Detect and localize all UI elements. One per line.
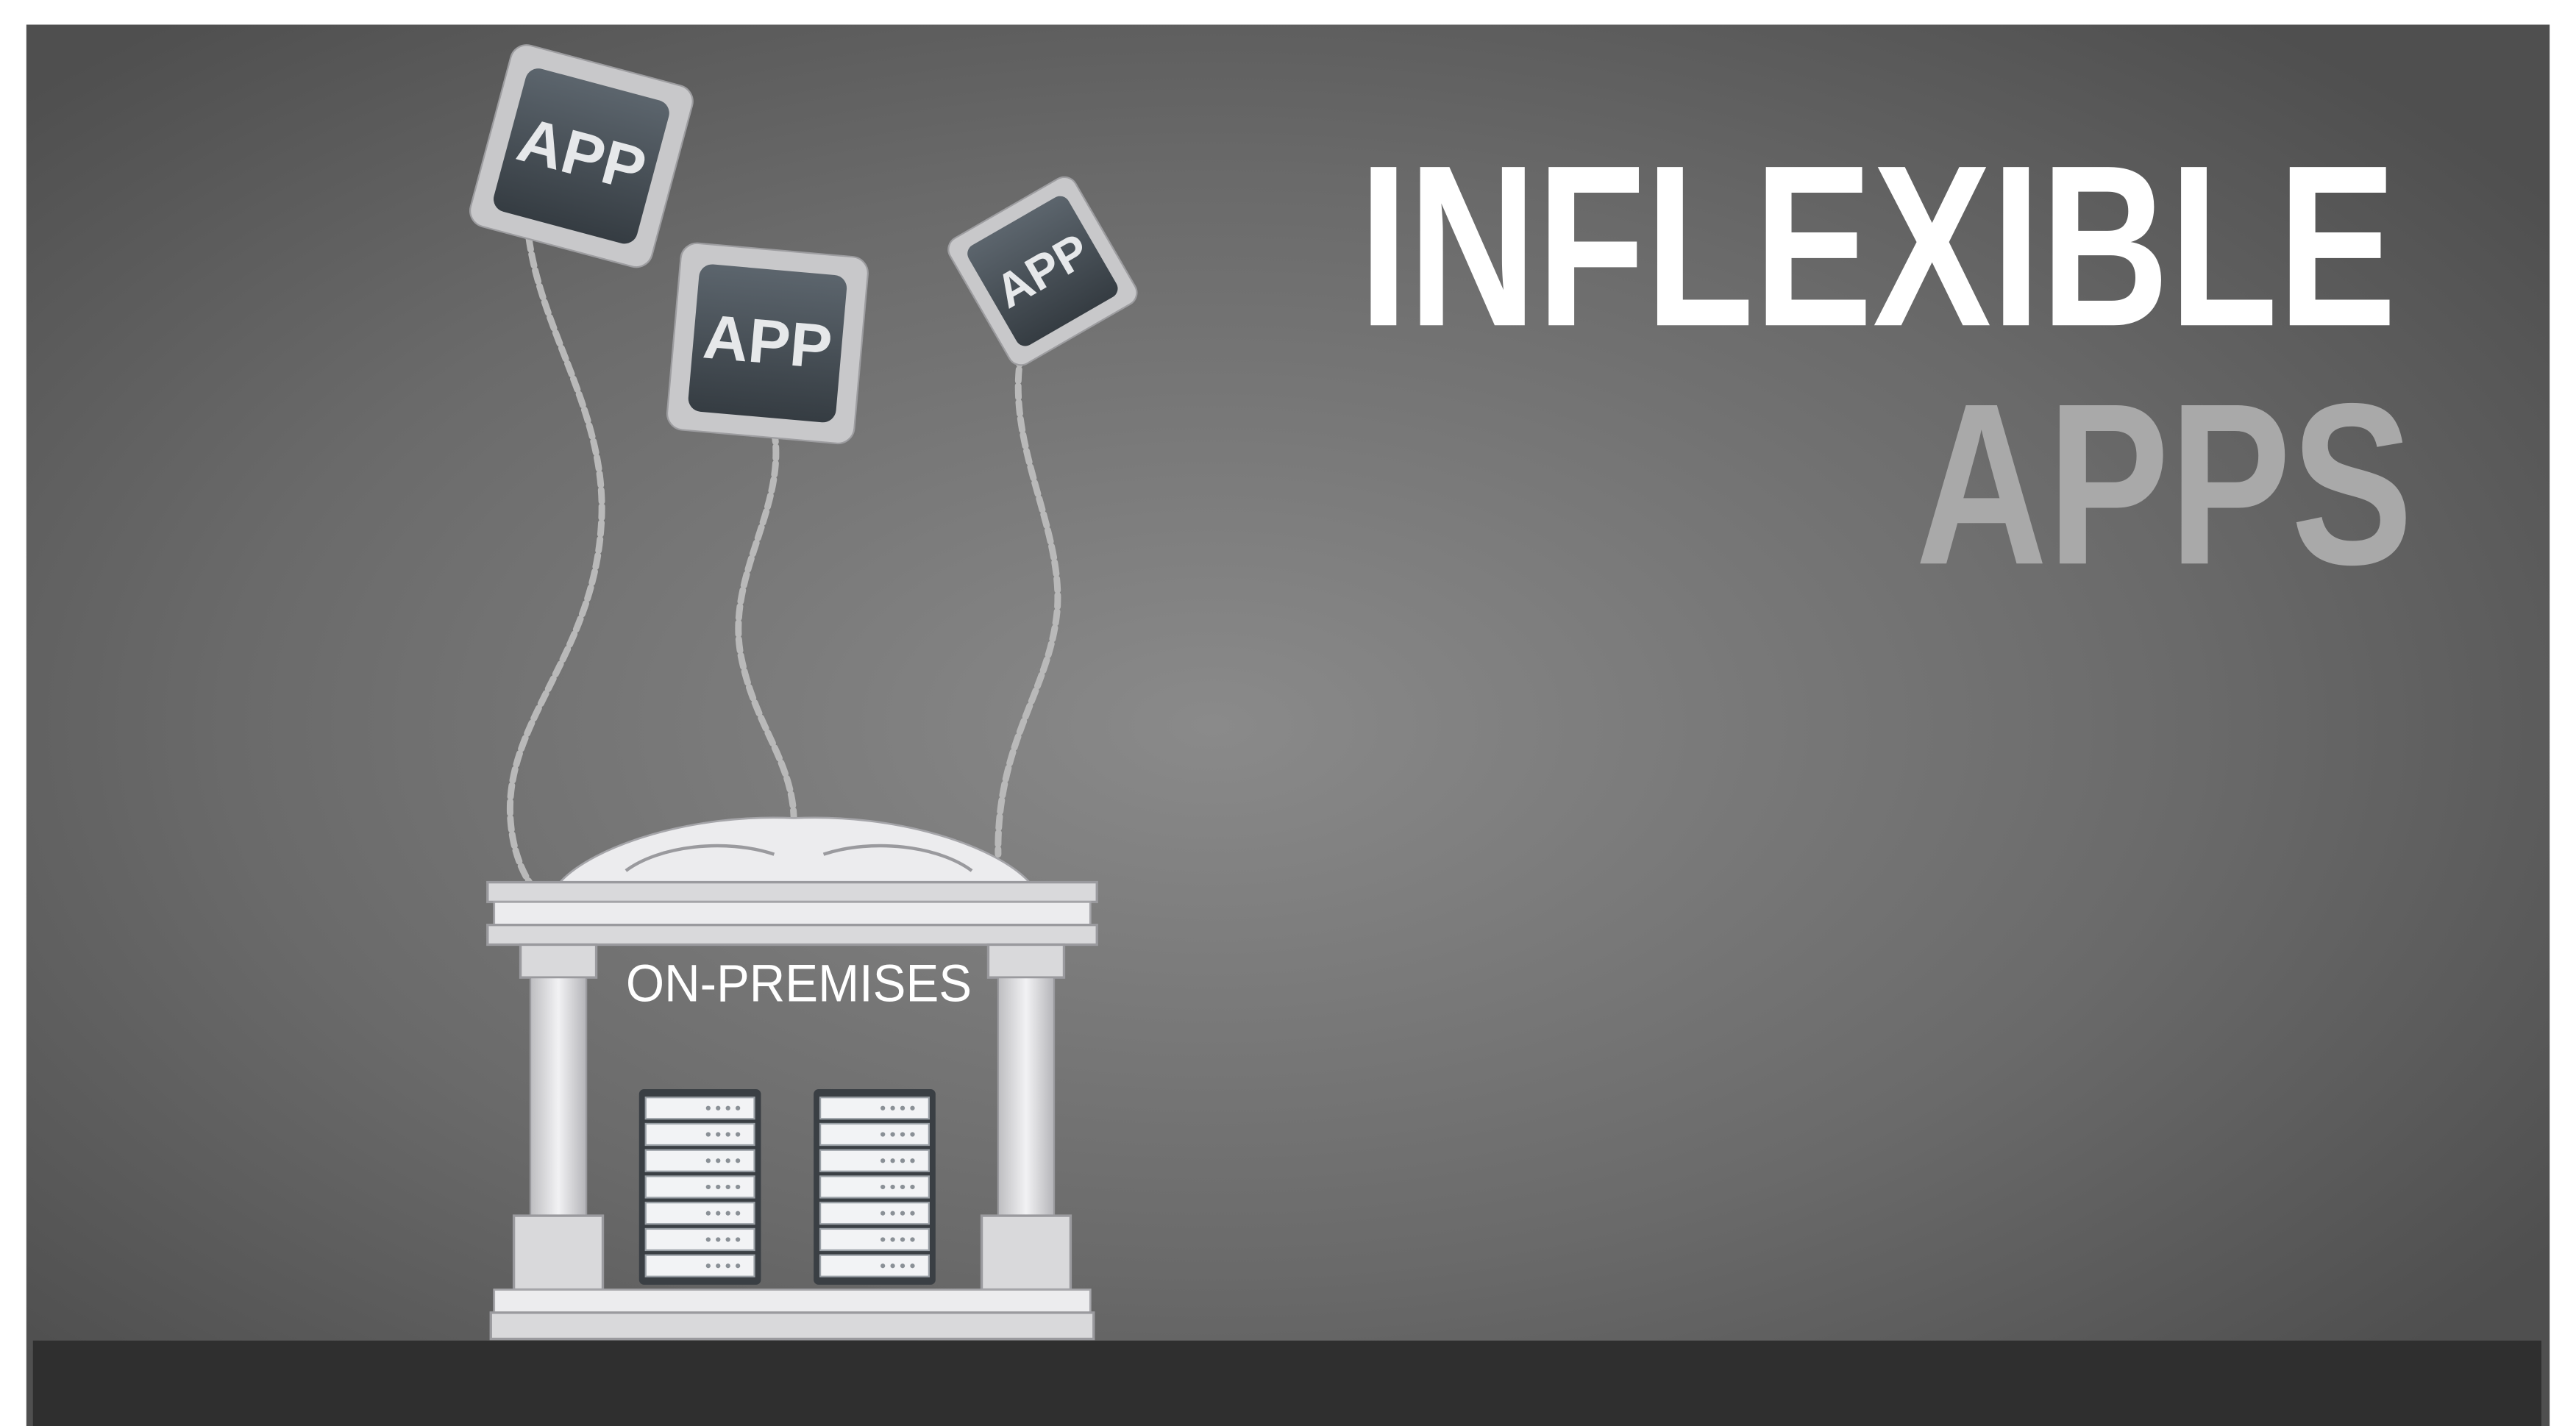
server-led xyxy=(706,1132,711,1136)
server-led xyxy=(900,1237,905,1241)
server-led xyxy=(716,1237,720,1241)
server-led xyxy=(910,1158,914,1163)
server-led xyxy=(716,1185,720,1189)
app-tile: APP xyxy=(666,242,869,445)
server-led xyxy=(706,1263,711,1268)
server-led xyxy=(726,1237,730,1241)
server-led xyxy=(900,1132,905,1136)
server-led xyxy=(716,1263,720,1268)
server-led xyxy=(726,1211,730,1216)
server-led xyxy=(880,1158,885,1163)
server-led xyxy=(900,1263,905,1268)
server-led xyxy=(736,1185,740,1189)
server-led xyxy=(880,1132,885,1136)
server-led xyxy=(890,1263,894,1268)
server-led xyxy=(736,1211,740,1216)
server-led xyxy=(900,1185,905,1189)
server-led xyxy=(890,1237,894,1241)
server-led xyxy=(890,1132,894,1136)
server-led xyxy=(910,1185,914,1189)
server-led xyxy=(900,1106,905,1111)
page: APP APP APP ON-PREMISES INFLEXIBLE APPS … xyxy=(0,0,2576,1426)
server-led xyxy=(706,1158,711,1163)
server-led xyxy=(706,1211,711,1216)
server-led xyxy=(726,1263,730,1268)
server-led xyxy=(716,1211,720,1216)
building-label: ON-PREMISES xyxy=(626,955,972,1013)
floor xyxy=(33,1341,2541,1426)
server-led xyxy=(726,1132,730,1136)
server-led xyxy=(880,1185,885,1189)
server-led xyxy=(890,1106,894,1111)
server-led xyxy=(736,1158,740,1163)
server-led xyxy=(880,1106,885,1111)
server-led xyxy=(736,1106,740,1111)
headline-line1: INFLEXIBLE xyxy=(1359,118,2397,375)
server-led xyxy=(880,1211,885,1216)
server-led xyxy=(706,1106,711,1111)
server-led xyxy=(910,1211,914,1216)
server-led xyxy=(716,1158,720,1163)
illustration: APP APP APP ON-PREMISES INFLEXIBLE APPS xyxy=(0,0,2576,1426)
server-led xyxy=(880,1237,885,1241)
app-label: APP xyxy=(700,302,835,382)
server-led xyxy=(736,1237,740,1241)
server-led xyxy=(716,1132,720,1136)
server-led xyxy=(736,1263,740,1268)
server-led xyxy=(910,1132,914,1136)
server-led xyxy=(736,1132,740,1136)
server-led xyxy=(716,1106,720,1111)
server-led xyxy=(900,1211,905,1216)
server-led xyxy=(706,1185,711,1189)
server-led xyxy=(890,1211,894,1216)
server-led xyxy=(910,1237,914,1241)
server-led xyxy=(890,1185,894,1189)
server-led xyxy=(910,1106,914,1111)
server-led xyxy=(880,1263,885,1268)
server-led xyxy=(910,1263,914,1268)
server-led xyxy=(900,1158,905,1163)
server-led xyxy=(706,1237,711,1241)
server-led xyxy=(726,1106,730,1111)
headline-line2: APPS xyxy=(1915,357,2413,613)
server-led xyxy=(890,1158,894,1163)
server-led xyxy=(726,1185,730,1189)
server-led xyxy=(726,1158,730,1163)
